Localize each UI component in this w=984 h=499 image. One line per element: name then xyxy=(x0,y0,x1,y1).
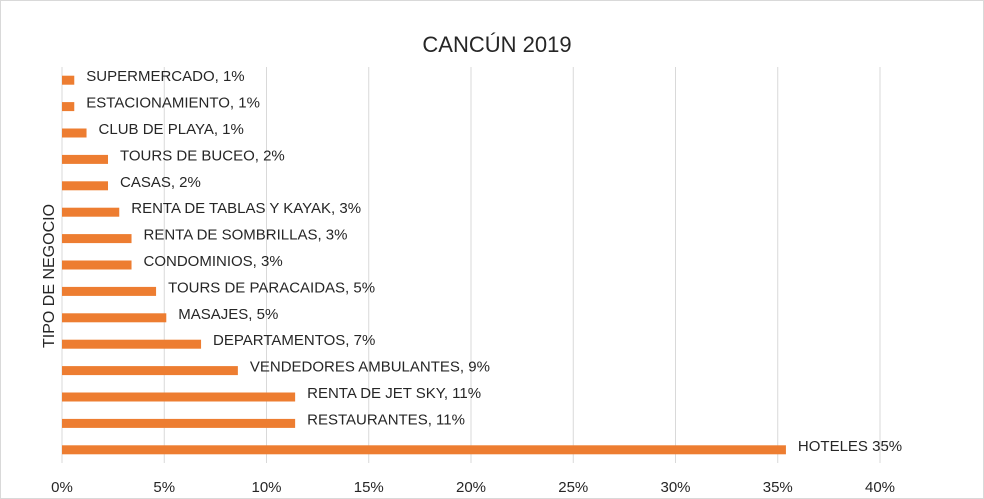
bar xyxy=(62,181,109,191)
y-axis-label: TIPO DE NEGOCIO xyxy=(41,204,58,348)
x-tick-label: 10% xyxy=(251,479,281,496)
bar xyxy=(62,154,109,164)
data-label: SUPERMERCADO, 1% xyxy=(86,68,244,85)
data-label: RENTA DE SOMBRILLAS, 3% xyxy=(144,227,348,244)
data-label: HOTELES 35% xyxy=(798,438,902,455)
chart-title: CANCÚN 2019 xyxy=(422,32,571,57)
x-tick-label: 0% xyxy=(51,479,73,496)
bar xyxy=(62,286,157,296)
x-tick-label: 30% xyxy=(660,479,690,496)
bar xyxy=(62,392,296,402)
x-tick-label: 35% xyxy=(763,479,793,496)
x-tick-label: 25% xyxy=(558,479,588,496)
data-label: TOURS DE PARACAIDAS, 5% xyxy=(168,279,375,296)
data-label: CONDOMINIOS, 3% xyxy=(144,253,283,270)
data-label: ESTACIONAMIENTO, 1% xyxy=(86,95,260,112)
data-label: CASAS, 2% xyxy=(120,174,201,191)
data-label: VENDEDORES AMBULANTES, 9% xyxy=(250,359,490,376)
x-tick-label: 5% xyxy=(153,479,175,496)
bar xyxy=(62,102,75,112)
x-tick-label: 40% xyxy=(865,479,895,496)
bar xyxy=(62,445,786,455)
data-label: DEPARTAMENTOS, 7% xyxy=(213,332,375,349)
bar xyxy=(62,207,120,217)
data-label: CLUB DE PLAYA, 1% xyxy=(99,121,244,138)
data-label: MASAJES, 5% xyxy=(178,306,278,323)
bar xyxy=(62,260,132,270)
bar xyxy=(62,128,87,138)
data-label: RENTA DE JET SKY, 11% xyxy=(307,385,481,402)
x-tick-label: 15% xyxy=(354,479,384,496)
bar xyxy=(62,366,238,376)
bar xyxy=(62,313,167,323)
bar xyxy=(62,418,296,428)
data-label: RESTAURANTES, 11% xyxy=(307,411,465,428)
bar xyxy=(62,339,202,349)
bar xyxy=(62,75,75,85)
bar xyxy=(62,234,132,244)
data-label: RENTA DE TABLAS Y KAYAK, 3% xyxy=(131,200,361,217)
x-tick-label: 20% xyxy=(456,479,486,496)
data-label: TOURS DE BUCEO, 2% xyxy=(120,147,285,164)
